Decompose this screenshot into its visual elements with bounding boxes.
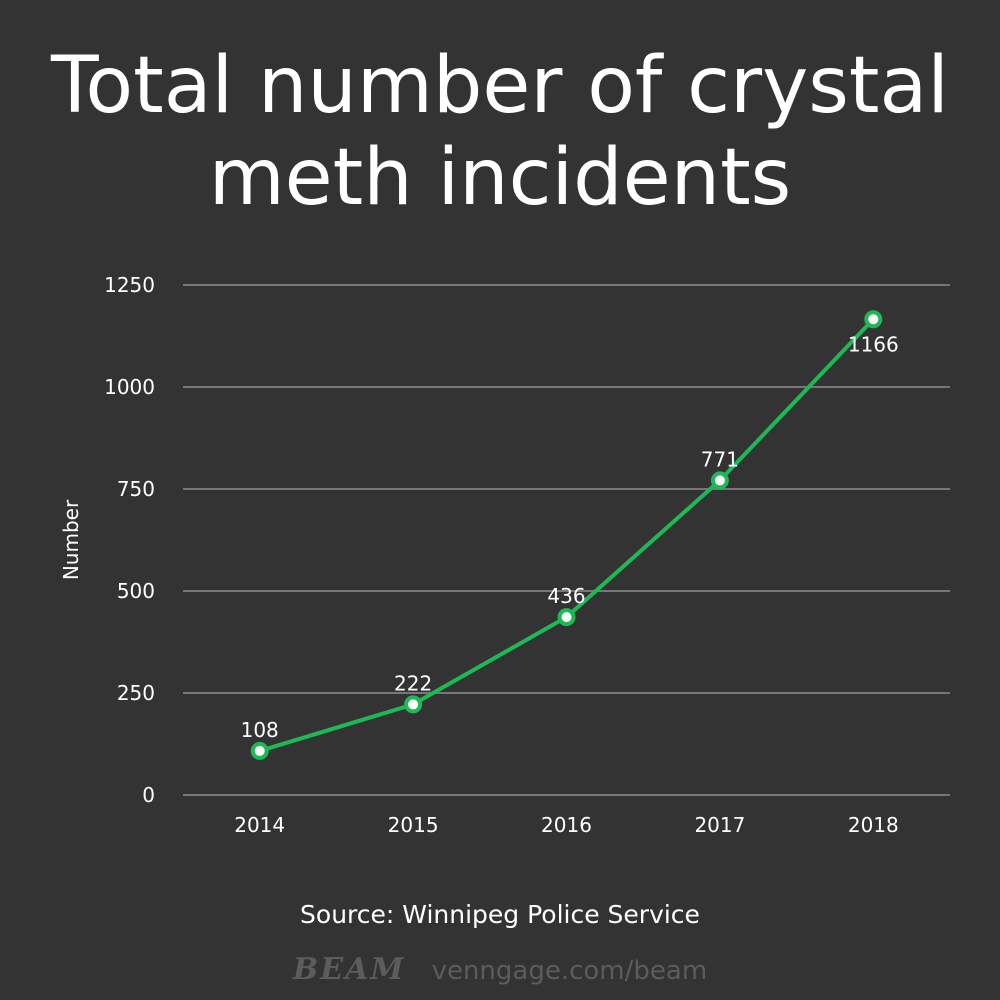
gridlines: [183, 284, 950, 796]
brand-logo: BEAM: [292, 952, 406, 987]
title-line-1: Total number of crystal: [51, 41, 949, 131]
y-axis-ticks: 0 250 500 750 1000 1250: [104, 273, 155, 807]
data-points: [250, 310, 883, 760]
data-label: 1166: [848, 332, 899, 356]
x-tick-label: 2014: [234, 813, 285, 837]
x-tick-label: 2018: [848, 813, 899, 837]
data-label: 222: [394, 671, 432, 695]
y-tick-label: 1000: [104, 375, 155, 399]
data-labels: 108 222 436 771 1166: [241, 332, 899, 742]
y-tick-label: 1250: [104, 273, 155, 297]
y-axis-label: Number: [59, 499, 83, 580]
data-point-marker[interactable]: [710, 471, 729, 490]
title-line-2: meth incidents: [208, 133, 792, 223]
x-tick-label: 2016: [541, 813, 592, 837]
footer: BEAM venngage.com/beam: [0, 952, 1000, 987]
data-label: 108: [241, 718, 279, 742]
x-axis-ticks: 2014 2015 2016 2017 2018: [234, 813, 899, 837]
data-label: 771: [701, 447, 739, 471]
x-tick-label: 2015: [388, 813, 439, 837]
chart-title: Total number of crystal meth incidents: [0, 40, 1000, 224]
x-tick-label: 2017: [694, 813, 745, 837]
brand-url[interactable]: venngage.com/beam: [431, 956, 708, 986]
data-line: [259, 317, 875, 753]
y-tick-label: 750: [117, 477, 155, 501]
data-point-marker[interactable]: [250, 741, 269, 760]
y-tick-label: 500: [117, 579, 155, 603]
source-note: Source: Winnipeg Police Service: [300, 900, 700, 929]
data-point-marker[interactable]: [557, 608, 576, 627]
y-tick-label: 0: [142, 783, 155, 807]
data-point-marker[interactable]: [864, 310, 883, 329]
data-point-marker[interactable]: [404, 695, 423, 714]
data-label: 436: [547, 584, 585, 608]
y-tick-label: 250: [117, 681, 155, 705]
